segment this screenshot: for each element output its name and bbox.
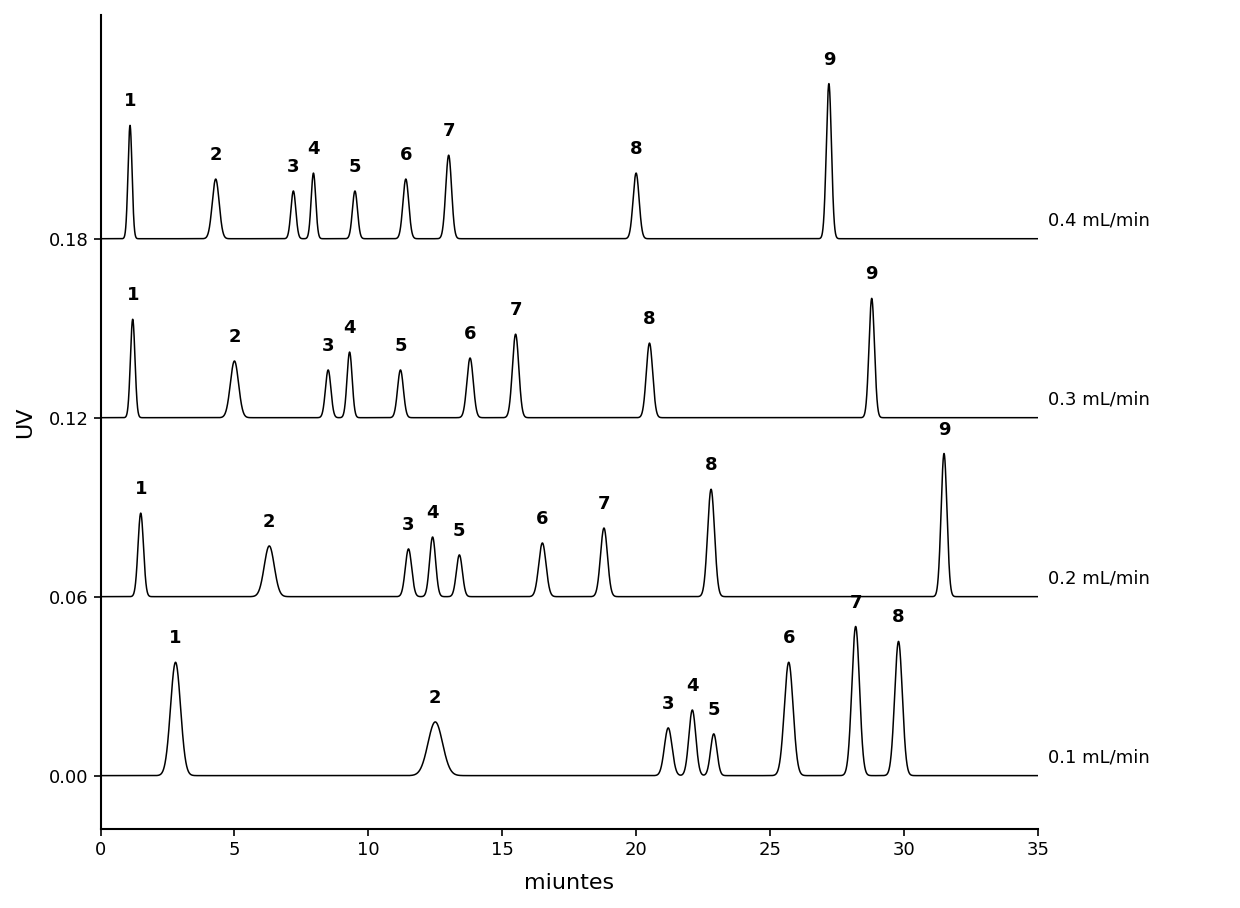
Text: 5: 5 <box>394 337 407 355</box>
Text: 6: 6 <box>399 146 412 164</box>
Text: 0.4 mL/min: 0.4 mL/min <box>1049 212 1151 230</box>
Text: 6: 6 <box>782 629 795 647</box>
Text: 0.2 mL/min: 0.2 mL/min <box>1049 569 1151 587</box>
Text: 0.1 mL/min: 0.1 mL/min <box>1049 749 1151 766</box>
Text: 4: 4 <box>343 319 356 337</box>
Text: 2: 2 <box>210 146 222 164</box>
Text: 8: 8 <box>893 608 905 627</box>
Text: 6: 6 <box>464 325 476 343</box>
Text: 4: 4 <box>427 504 439 522</box>
Text: 2: 2 <box>263 513 275 531</box>
X-axis label: miuntes: miuntes <box>525 873 614 893</box>
Text: 1: 1 <box>126 286 139 304</box>
Text: 8: 8 <box>630 140 642 158</box>
Text: 4: 4 <box>308 140 320 158</box>
Text: 3: 3 <box>288 158 300 176</box>
Text: 8: 8 <box>644 311 656 328</box>
Text: 3: 3 <box>402 516 414 534</box>
Text: 2: 2 <box>228 328 241 346</box>
Text: 7: 7 <box>510 301 522 320</box>
Text: 9: 9 <box>822 51 835 69</box>
Text: 7: 7 <box>849 594 862 612</box>
Text: 5: 5 <box>453 522 466 540</box>
Text: 3: 3 <box>662 695 675 713</box>
Text: 9: 9 <box>866 265 878 283</box>
Text: 7: 7 <box>598 495 610 513</box>
Text: 7: 7 <box>443 123 455 140</box>
Text: 1: 1 <box>170 629 182 647</box>
Text: 6: 6 <box>536 510 548 528</box>
Text: 2: 2 <box>429 689 441 707</box>
Text: 0.3 mL/min: 0.3 mL/min <box>1049 390 1151 409</box>
Text: 3: 3 <box>322 337 335 355</box>
Text: 8: 8 <box>704 457 718 474</box>
Text: 5: 5 <box>708 701 720 719</box>
Y-axis label: UV: UV <box>15 407 35 438</box>
Text: 4: 4 <box>686 677 698 696</box>
Text: 1: 1 <box>134 480 148 498</box>
Text: 1: 1 <box>124 93 136 111</box>
Text: 5: 5 <box>348 158 361 176</box>
Text: 9: 9 <box>937 420 950 439</box>
